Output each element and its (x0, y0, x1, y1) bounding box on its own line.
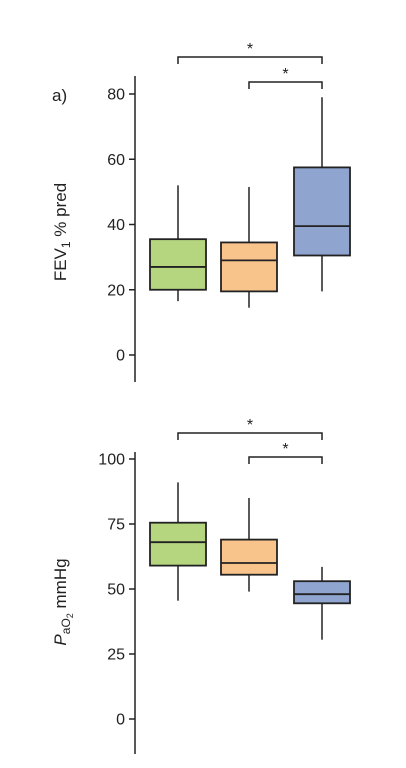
significance-bracket (177, 432, 323, 440)
box-2 (220, 186, 278, 308)
y-tick-label: 0 (116, 712, 125, 729)
significance-star: * (282, 66, 288, 83)
y-tick-label: 100 (98, 452, 125, 469)
y-axis-title: FEV1 % pred (51, 183, 73, 281)
significance-bracket (248, 81, 323, 89)
box-body (293, 580, 351, 605)
box-body (220, 241, 278, 293)
significance-bracket (177, 56, 323, 64)
significance-bracket (248, 456, 323, 464)
y-tick-label: 50 (107, 582, 125, 599)
significance-star: * (247, 41, 253, 58)
y-tick-label: 20 (107, 282, 125, 299)
significance-star: * (247, 417, 253, 434)
y-tick-label: 0 (116, 348, 125, 365)
y-tick-label: 75 (107, 517, 125, 534)
panel-fev1: a) 0 20 40 60 80 FEV1 % pred * * (51, 41, 351, 382)
box-body (220, 538, 278, 576)
box-body (149, 238, 207, 291)
panel-label: a) (52, 86, 67, 105)
box-1 (149, 185, 207, 302)
y-tick-label: 25 (107, 647, 125, 664)
box-3 (293, 97, 351, 292)
significance-star: * (282, 441, 288, 458)
box-1 (149, 482, 207, 601)
panel-pao2: 0 25 50 75 100 PaO2 mmHg * * (51, 417, 351, 754)
y-tick-label: 40 (107, 217, 125, 234)
y-axis-title: PaO2 mmHg (51, 558, 75, 645)
box-3 (293, 566, 351, 640)
y-tick-label: 80 (107, 87, 125, 104)
box-body (149, 521, 207, 567)
y-tick-label: 60 (107, 152, 125, 169)
box-body (293, 166, 351, 257)
box-2 (220, 498, 278, 592)
